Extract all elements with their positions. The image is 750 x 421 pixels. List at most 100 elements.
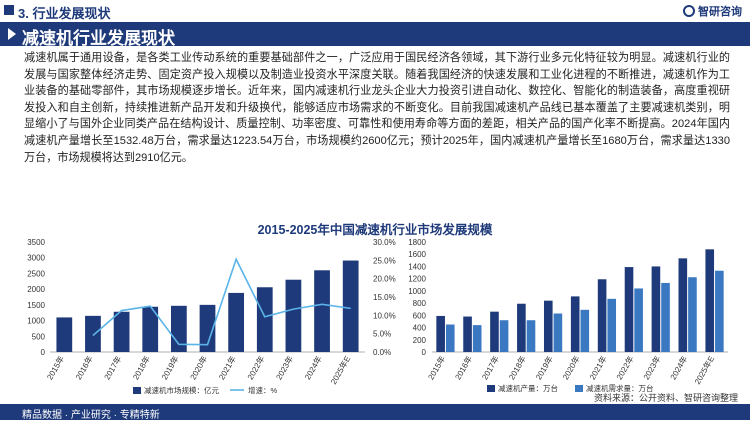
production-bar xyxy=(651,266,661,352)
x-tick-label: 2019年 xyxy=(533,354,555,381)
demand-bar xyxy=(499,320,509,352)
logo-icon xyxy=(683,5,695,17)
demand-bar xyxy=(688,277,697,352)
legend-label-production: 减速机产量：万台 xyxy=(498,383,558,393)
market-size-bar xyxy=(256,287,273,352)
production-bar xyxy=(463,316,472,352)
legend-swatch-demand xyxy=(575,385,583,392)
demand-bar xyxy=(472,325,482,352)
legend-swatch-market-size xyxy=(133,387,141,394)
demand-bar xyxy=(580,309,590,352)
y-tick-label: 200 xyxy=(413,336,427,345)
play-arrow-icon xyxy=(8,28,16,40)
demand-bar xyxy=(526,320,536,352)
production-bar xyxy=(517,303,526,352)
y-tick-label: 0 xyxy=(422,348,427,357)
demand-bar xyxy=(553,313,563,352)
y-right-tick-label: 25.0% xyxy=(373,256,396,265)
footer-bar: 精品数据 · 产业研究 · 专精特新 xyxy=(0,404,750,421)
y-left-tick-label: 3000 xyxy=(27,254,45,263)
y-right-tick-label: 30.0% xyxy=(373,238,396,247)
y-left-tick-label: 500 xyxy=(32,332,46,341)
production-bar xyxy=(624,267,634,352)
x-tick-label: 2018年 xyxy=(130,354,152,381)
x-tick-label: 2020年 xyxy=(560,354,582,381)
market-size-bar xyxy=(142,306,159,352)
x-tick-label: 2021年 xyxy=(587,354,609,381)
y-left-tick-label: 2000 xyxy=(27,285,45,294)
x-tick-label: 2022年 xyxy=(614,354,636,381)
x-tick-label: 2017年 xyxy=(479,354,501,381)
legend-label-demand: 减速机需求量：万台 xyxy=(586,383,654,393)
production-bar xyxy=(490,311,499,352)
title-bar: 减速机行业发展现状 xyxy=(0,22,750,48)
y-left-tick-label: 1500 xyxy=(27,301,45,310)
production-bar xyxy=(597,279,607,352)
demand-bar xyxy=(634,288,643,352)
x-tick-label: 2016年 xyxy=(73,354,95,381)
x-tick-label: 2025年E xyxy=(328,354,352,386)
y-tick-label: 1400 xyxy=(408,262,426,271)
section-square-icon xyxy=(4,5,14,15)
y-right-tick-label: 15.0% xyxy=(373,293,396,302)
demand-bar xyxy=(607,298,617,352)
legend-swatch-production xyxy=(487,385,495,392)
top-bar: 3. 行业发展现状 智研咨询 xyxy=(0,0,750,22)
y-tick-label: 800 xyxy=(413,299,427,308)
legend-label-growth: 增速：% xyxy=(248,385,277,395)
production-bar xyxy=(543,300,553,352)
footer-text: 精品数据 · 产业研究 · 专精特新 xyxy=(22,410,160,421)
market-size-bar xyxy=(56,317,73,352)
x-tick-label: 2016年 xyxy=(453,354,475,381)
x-tick-label: 2017年 xyxy=(102,354,124,381)
y-tick-label: 1200 xyxy=(408,275,426,284)
production-bar xyxy=(705,249,715,352)
market-size-bar xyxy=(170,305,187,352)
y-tick-label: 1000 xyxy=(408,287,426,296)
y-left-tick-label: 1000 xyxy=(27,317,45,326)
demand-bar xyxy=(715,270,724,352)
y-left-tick-label: 0 xyxy=(41,348,46,357)
y-right-tick-label: 10.0% xyxy=(373,311,396,320)
page-title: 减速机行业发展现状 xyxy=(22,29,175,48)
y-tick-label: 600 xyxy=(413,311,427,320)
y-right-tick-label: 20.0% xyxy=(373,275,396,284)
market-size-bar xyxy=(314,270,330,352)
production-bar xyxy=(678,258,688,352)
market-size-bar xyxy=(85,315,101,352)
growth-rate-line xyxy=(92,257,351,346)
section-heading: 3. 行业发展现状 xyxy=(18,6,111,21)
y-left-tick-label: 2500 xyxy=(27,269,45,278)
y-tick-label: 1600 xyxy=(408,250,426,259)
x-tick-label: 2023年 xyxy=(641,354,663,381)
x-tick-label: 2015年 xyxy=(426,354,448,381)
x-tick-label: 2019年 xyxy=(159,354,181,381)
y-tick-label: 400 xyxy=(413,324,427,333)
market-size-bar xyxy=(199,304,216,352)
y-tick-label: 1800 xyxy=(408,238,426,247)
x-tick-label: 2020年 xyxy=(188,354,210,381)
market-size-bar xyxy=(342,260,359,352)
market-size-bar xyxy=(285,279,302,352)
intro-paragraph: 减速机属于通用设备，是各类工业传动系统的重要基础部件之一，广泛应用于国民经济各领… xyxy=(24,52,730,164)
x-tick-label: 2021年 xyxy=(216,354,238,381)
chart-title: 2015-2025年中国减速机行业市场发展规模 xyxy=(257,223,493,237)
source-note: 资料来源：公开资料、智研咨询整理 xyxy=(593,393,738,403)
demand-bar xyxy=(445,324,455,352)
y-right-tick-label: 0.0% xyxy=(373,348,391,357)
production-bar xyxy=(570,296,580,352)
brand-logo: 智研咨询 xyxy=(683,3,742,19)
production-bar xyxy=(436,315,445,352)
x-tick-label: 2024年 xyxy=(302,354,324,381)
market-size-bar xyxy=(113,311,130,352)
demand-bar xyxy=(661,282,670,352)
y-right-tick-label: 5.0% xyxy=(373,330,391,339)
y-left-tick-label: 3500 xyxy=(27,238,45,247)
x-tick-label: 2022年 xyxy=(245,354,267,381)
market-size-bar xyxy=(228,292,245,352)
x-tick-label: 2015年 xyxy=(44,354,66,381)
legend-label-market-size: 减速机市场规模：亿元 xyxy=(144,385,219,395)
x-tick-label: 2018年 xyxy=(506,354,528,381)
x-tick-label: 2025年E xyxy=(692,354,716,386)
